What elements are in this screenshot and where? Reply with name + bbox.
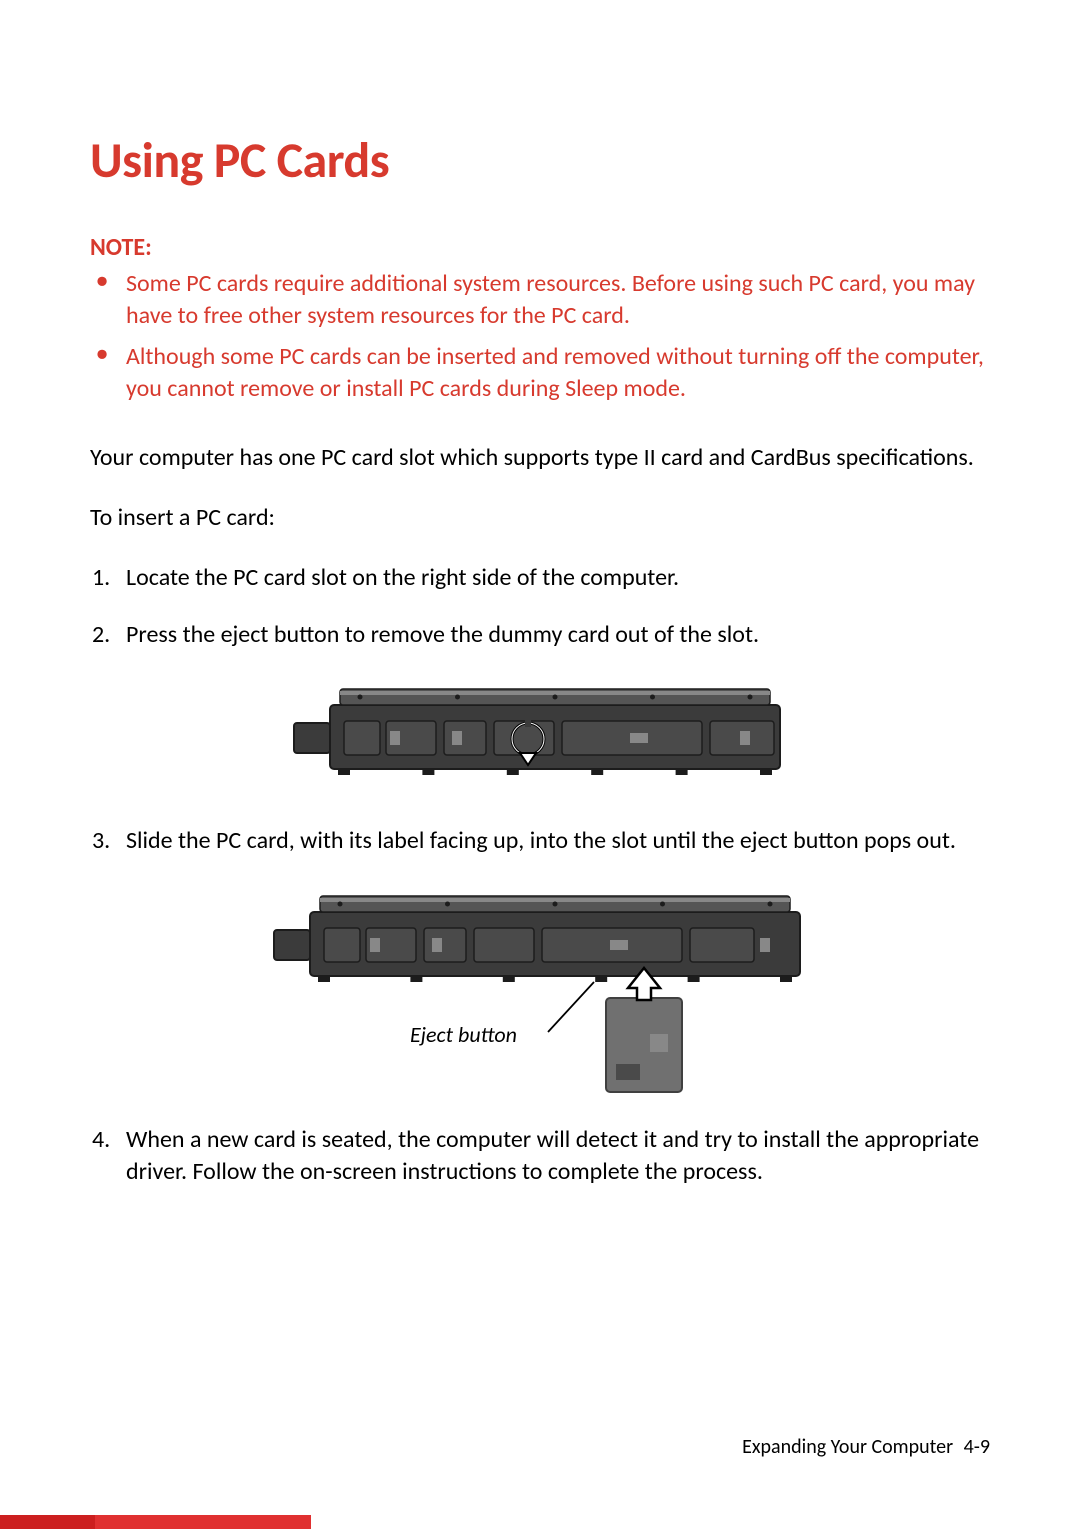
footer-accent-bar-light [95, 1515, 311, 1529]
step-2: Press the eject button to remove the dum… [126, 619, 990, 651]
diagram-1-container [90, 675, 990, 799]
footer-page-number: 4-9 [964, 1435, 990, 1459]
device-side-diagram-1 [280, 675, 800, 799]
note-list: Some PC cards require additional system … [90, 268, 990, 406]
diagram-2-container: Eject button [90, 882, 990, 1098]
step-4: When a new card is seated, the computer … [126, 1124, 990, 1189]
document-page: Using PC Cards NOTE: Some PC cards requi… [0, 0, 1080, 1529]
steps-list-cont2: When a new card is seated, the computer … [90, 1124, 990, 1189]
steps-list-cont: Slide the PC card, with its label facing… [90, 825, 990, 857]
note-bullet-1: Some PC cards require additional system … [126, 268, 990, 333]
steps-list: Locate the PC card slot on the right sid… [90, 562, 990, 651]
note-bullet-2: Although some PC cards can be inserted a… [126, 341, 990, 406]
device-side-diagram-2: Eject button [260, 882, 820, 1098]
intro-paragraph: Your computer has one PC card slot which… [90, 442, 990, 474]
footer-accent-bar-dark [0, 1515, 95, 1529]
footer-section-name: Expanding Your Computer [742, 1435, 953, 1459]
lead-in-text: To insert a PC card: [90, 502, 990, 534]
page-heading: Using PC Cards [90, 130, 990, 191]
step-1: Locate the PC card slot on the right sid… [126, 562, 990, 594]
note-label: NOTE: [90, 233, 990, 262]
page-footer: Expanding Your Computer 4-9 [742, 1435, 990, 1459]
eject-button-callout: Eject button [410, 1021, 517, 1048]
step-3: Slide the PC card, with its label facing… [126, 825, 990, 857]
